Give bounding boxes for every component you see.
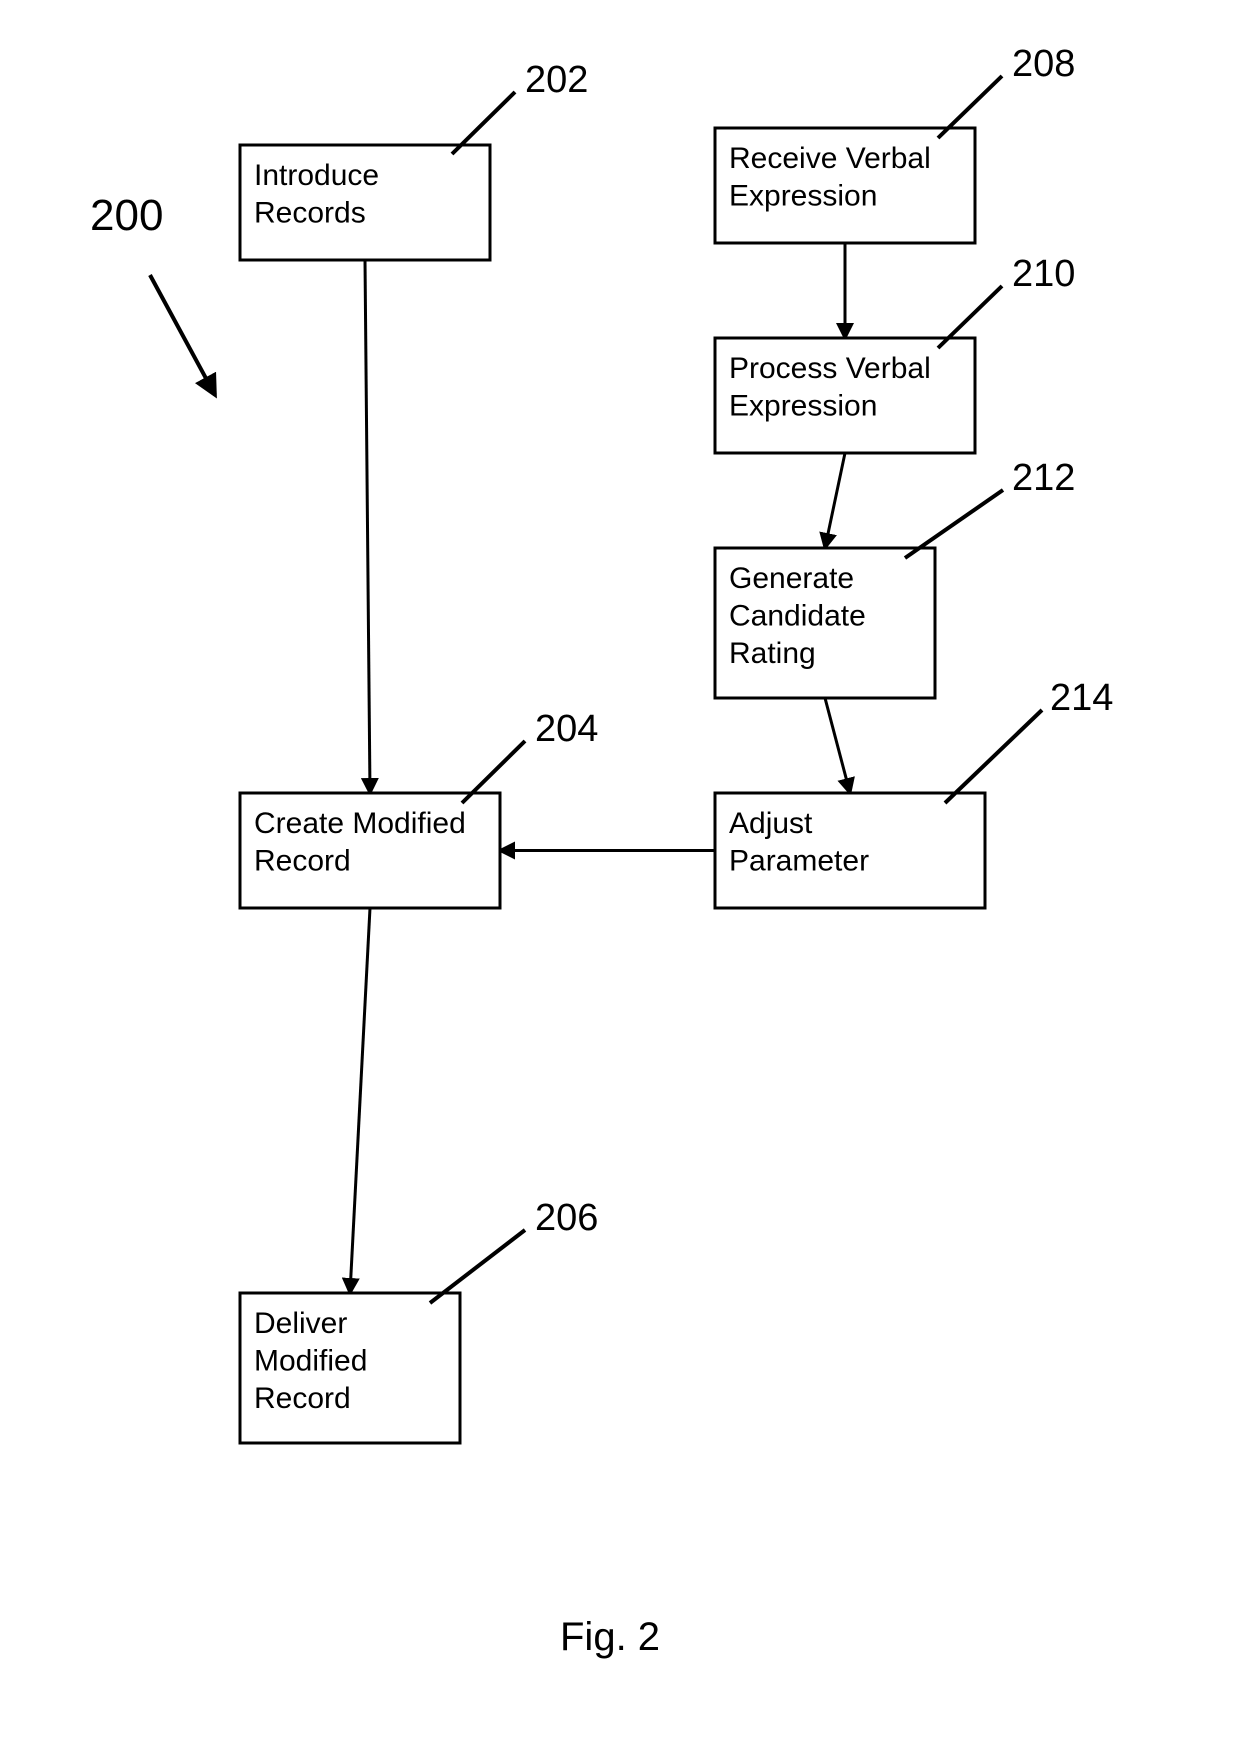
node-202-line0: Introduce — [254, 159, 379, 192]
node-214-line1: Parameter — [729, 845, 869, 878]
leader-206 — [430, 1230, 525, 1303]
node-214: Adjust Parameter 214 — [715, 677, 1113, 908]
node-204-line0: Create Modified — [254, 807, 466, 840]
node-206-line1: Modified — [254, 1345, 367, 1378]
node-212-line2: Rating — [729, 637, 816, 670]
ref-204: 204 — [535, 708, 598, 750]
node-208-line1: Expression — [729, 180, 877, 213]
node-210: Process Verbal Expression 210 — [715, 253, 1075, 453]
diagram-label-arrow — [150, 275, 215, 395]
node-212-line1: Candidate — [729, 600, 866, 633]
leader-214 — [945, 710, 1042, 803]
leader-212 — [905, 490, 1003, 558]
node-206-line0: Deliver — [254, 1307, 347, 1340]
ref-202: 202 — [525, 59, 588, 101]
node-212: Generate Candidate Rating 212 — [715, 457, 1075, 698]
node-214-line0: Adjust — [729, 807, 813, 840]
node-210-line0: Process Verbal — [729, 352, 931, 385]
edge-n212-n214 — [825, 698, 850, 793]
node-208: Receive Verbal Expression 208 — [715, 43, 1075, 243]
edge-n204-n206 — [350, 908, 370, 1293]
node-202-line1: Records — [254, 197, 366, 230]
ref-214: 214 — [1050, 677, 1113, 719]
node-204: Create Modified Record 204 — [240, 708, 598, 908]
ref-210: 210 — [1012, 253, 1075, 295]
node-204-line1: Record — [254, 845, 351, 878]
ref-212: 212 — [1012, 457, 1075, 499]
node-206: Deliver Modified Record 206 — [240, 1197, 598, 1443]
node-206-line2: Record — [254, 1382, 351, 1415]
diagram-label: 200 — [90, 191, 163, 240]
flowchart: Introduce Records 202 Receive Verbal Express… — [0, 0, 1240, 1744]
node-208-line0: Receive Verbal — [729, 142, 931, 175]
node-212-line0: Generate — [729, 562, 854, 595]
ref-208: 208 — [1012, 43, 1075, 85]
edge-n202-n204 — [365, 260, 370, 793]
ref-206: 206 — [535, 1197, 598, 1239]
figure-caption: Fig. 2 — [560, 1615, 660, 1659]
edge-n210-n212 — [825, 453, 845, 548]
node-210-line1: Expression — [729, 390, 877, 423]
node-202: Introduce Records 202 — [240, 59, 588, 260]
